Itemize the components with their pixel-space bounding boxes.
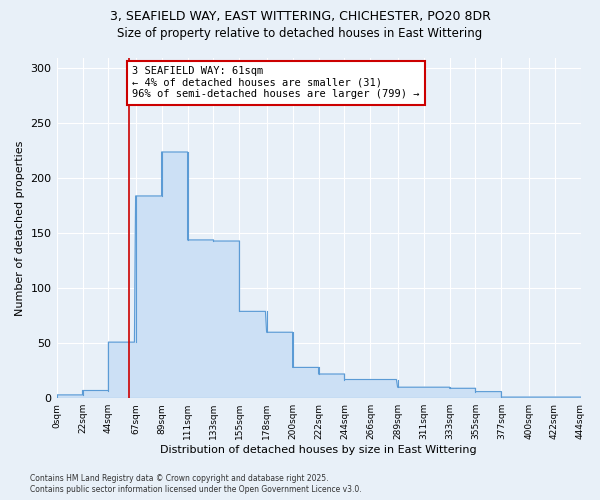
Text: 3, SEAFIELD WAY, EAST WITTERING, CHICHESTER, PO20 8DR: 3, SEAFIELD WAY, EAST WITTERING, CHICHES…: [110, 10, 490, 23]
Text: Size of property relative to detached houses in East Wittering: Size of property relative to detached ho…: [118, 28, 482, 40]
Text: Contains HM Land Registry data © Crown copyright and database right 2025.
Contai: Contains HM Land Registry data © Crown c…: [30, 474, 362, 494]
Y-axis label: Number of detached properties: Number of detached properties: [15, 140, 25, 316]
Polygon shape: [56, 152, 581, 398]
Text: 3 SEAFIELD WAY: 61sqm
← 4% of detached houses are smaller (31)
96% of semi-detac: 3 SEAFIELD WAY: 61sqm ← 4% of detached h…: [132, 66, 419, 100]
X-axis label: Distribution of detached houses by size in East Wittering: Distribution of detached houses by size …: [160, 445, 477, 455]
